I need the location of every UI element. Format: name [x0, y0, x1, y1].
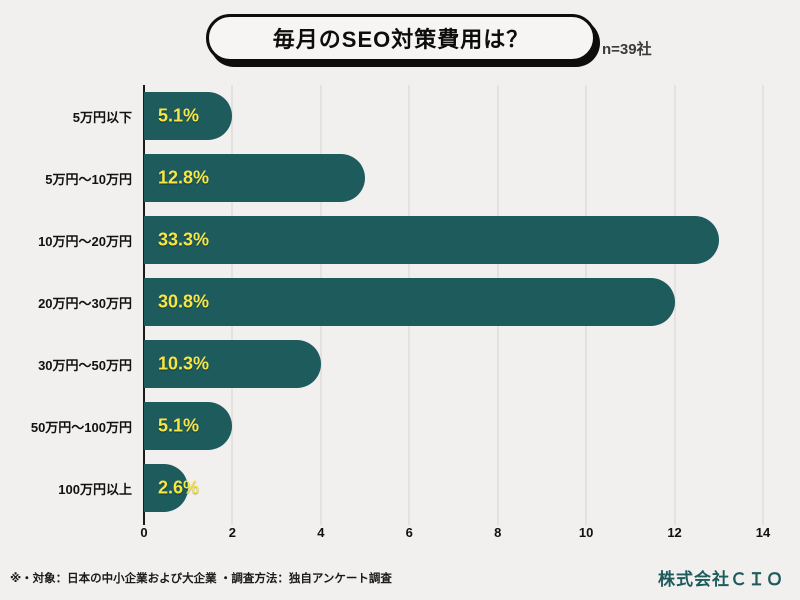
bar-chart: 5万円以下 5.1% 5万円～10万円 12.8% 10万円～20万円 33.3% 20万円…	[8, 85, 770, 551]
percent-label: 5.1%	[158, 415, 200, 436]
survey-footnote: ※・対象：日本の中小企業および大企業 ・調査方法：独自アンケート調査	[10, 573, 392, 585]
percent-label: 10.3%	[158, 353, 210, 374]
chart-row: 20万円～30万円 30.8%	[8, 271, 763, 333]
chart-row: 100万円以上 2.6%	[8, 457, 763, 519]
category-label: 100万円以上	[58, 481, 132, 497]
x-tick-label: 4	[317, 525, 325, 540]
percent-label: 33.3%	[158, 229, 210, 250]
bar	[144, 154, 366, 202]
company-name: 株式会社ＣＩＯ	[658, 570, 784, 589]
bar-track: 2.6%	[144, 464, 763, 512]
x-axis-ticks: 0 2 4 6 8 10 12 14	[140, 525, 770, 551]
gridline	[674, 85, 676, 525]
bar	[144, 464, 189, 512]
x-tick-label: 0	[140, 525, 148, 540]
category-label: 50万円～100万円	[30, 419, 132, 435]
x-tick-label: 8	[494, 525, 502, 540]
category-label: 20万円～30万円	[38, 295, 132, 311]
bar	[144, 92, 233, 140]
bar-track: 5.1%	[144, 92, 763, 140]
title-box: 毎月のSEO対策費用は？	[206, 14, 596, 62]
page-title: 毎月のSEO対策費用は？	[272, 27, 530, 52]
category-label: 5万円以下	[72, 109, 132, 125]
percent-label: 2.6%	[158, 477, 200, 498]
x-tick-label: 14	[755, 525, 771, 540]
x-tick-label: 12	[667, 525, 682, 540]
chart-row: 10万円～20万円 33.3%	[8, 209, 763, 271]
chart-row: 5万円～10万円 12.8%	[8, 147, 763, 209]
sample-size-label: n=39社	[602, 41, 652, 58]
bar	[144, 216, 719, 264]
bar-track: 10.3%	[144, 340, 763, 388]
percent-label: 12.8%	[158, 167, 210, 188]
chart-row: 5万円以下 5.1%	[8, 85, 763, 147]
category-label: 10万円～20万円	[38, 233, 132, 249]
percent-label: 5.1%	[158, 105, 200, 126]
category-label: 5万円～10万円	[45, 171, 132, 187]
gridline	[762, 85, 764, 525]
bar	[144, 402, 233, 450]
category-label: 30万円～50万円	[38, 357, 132, 373]
bar-track: 33.3%	[144, 216, 763, 264]
chart-header: 毎月のSEO対策費用は？ n=39社	[0, 14, 800, 74]
x-tick-label: 6	[405, 525, 413, 540]
bar	[144, 340, 321, 388]
bar-track: 30.8%	[144, 278, 763, 326]
x-tick-label: 10	[578, 525, 594, 540]
chart-rows: 5万円以下 5.1% 5万円～10万円 12.8% 10万円～20万円 33.3% 20万円…	[8, 85, 763, 519]
x-tick-label: 2	[228, 525, 237, 540]
bar-track: 5.1%	[144, 402, 763, 450]
chart-row: 30万円～50万円 10.3%	[8, 333, 763, 395]
percent-label: 30.8%	[158, 291, 210, 312]
bar-track: 12.8%	[144, 154, 763, 202]
chart-row: 50万円～100万円 5.1%	[8, 395, 763, 457]
bar	[144, 278, 675, 326]
